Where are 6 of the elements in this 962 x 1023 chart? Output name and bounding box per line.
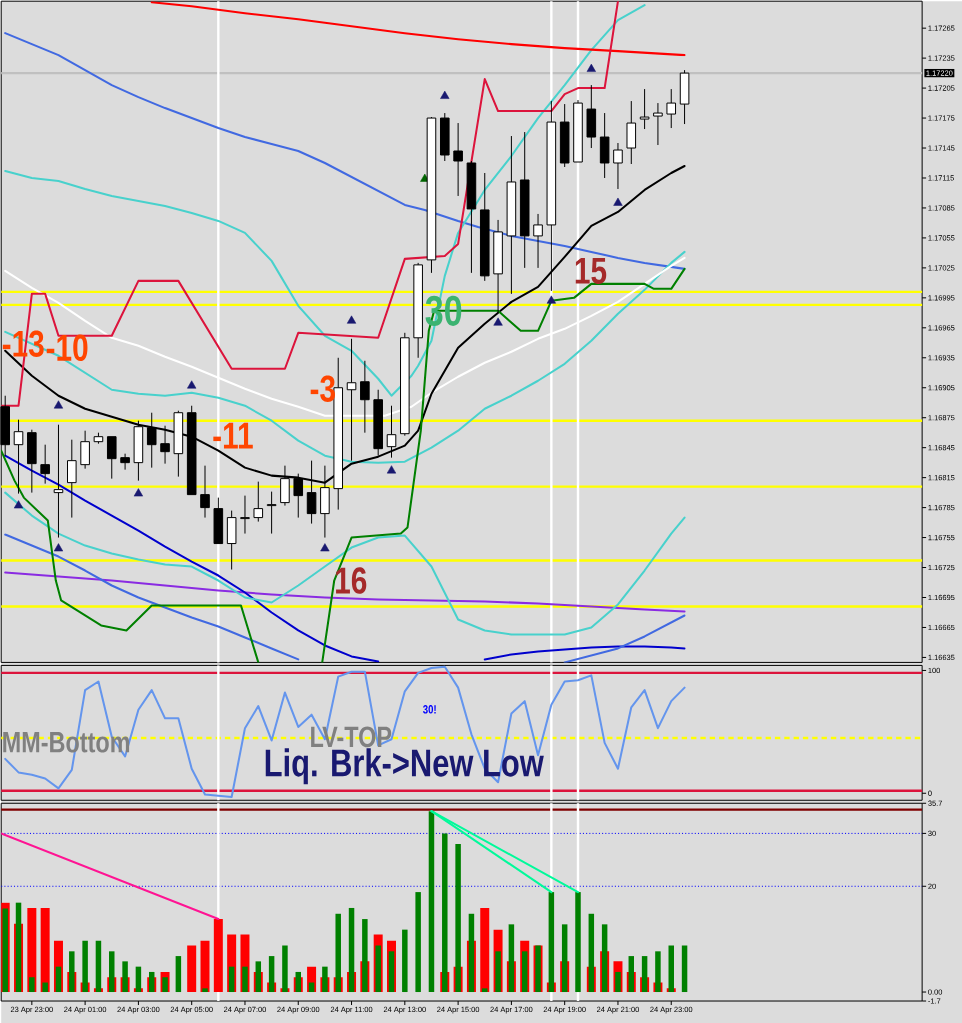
annotation: -11 <box>213 422 253 449</box>
annotation: 30! <box>422 705 436 714</box>
annotation: -3 <box>310 375 335 402</box>
annotation: 16 <box>336 567 367 594</box>
annotation: -10 <box>46 334 88 361</box>
annotation: 15 <box>575 257 607 284</box>
